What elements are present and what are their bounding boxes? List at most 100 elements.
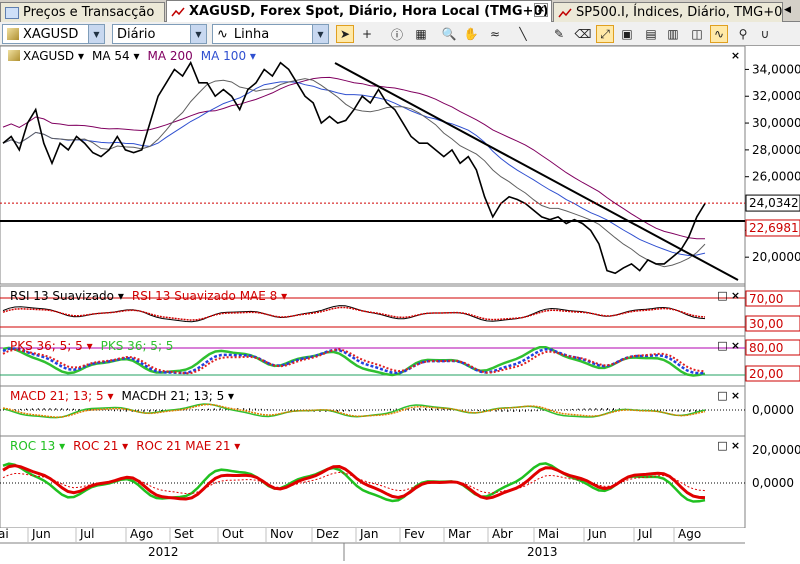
price-tick-label: 26,0000 [752, 170, 800, 184]
legend-ma100-label: MA 100 [200, 49, 247, 63]
table-icon [5, 6, 19, 19]
last-price-box [745, 194, 800, 212]
hline-price-box [745, 219, 800, 237]
legend-rsi-mae[interactable]: RSI 13 Suavizado MAE 8 ▾ [131, 289, 288, 303]
trendline [334, 62, 739, 281]
month-label: Abr [492, 527, 513, 541]
legend-pks-2-label: PKS 36; 5; 5 [100, 339, 174, 353]
minimize-panel-icon[interactable]: □ [717, 389, 728, 402]
pks-legend: PKS 36; 5; 5 ▾ PKS 36; 5; 5 [10, 339, 173, 353]
legend-rsi-label: RSI 13 Suavizado [10, 289, 115, 303]
legend-roc21[interactable]: ROC 21 ▾ [73, 439, 129, 453]
pks-80-label: 80,00 [749, 341, 783, 355]
chart-style-value: Linha [233, 26, 270, 42]
tab-bar: Preços e Transacção XAGUSD, Forex Spot, … [0, 0, 800, 22]
legend-pks-2[interactable]: PKS 36; 5; 5 [101, 339, 174, 353]
wave-tool-icon[interactable]: ≈ [489, 27, 501, 41]
tab-xagusd-chart[interactable]: XAGUSD, Forex Spot, Diário, Hora Local (… [166, 0, 552, 22]
chevron-down-icon: ▼ [88, 25, 104, 43]
magnet-tool-icon[interactable]: ∪ [760, 27, 770, 41]
chart-icon [171, 6, 185, 18]
month-label: Jun [587, 527, 607, 541]
month-label: Jul [79, 527, 94, 541]
eraser-tool-icon[interactable]: ⌫ [574, 27, 592, 41]
indicator-tool-icon[interactable]: ∿ [710, 25, 728, 43]
hand-tool-icon[interactable]: ✋ [463, 27, 479, 41]
month-label: Mar [448, 527, 471, 541]
arrows-tool-icon[interactable]: ⤢ [596, 25, 614, 43]
trendline-tool-icon[interactable]: ╲ [519, 27, 527, 41]
roc-0-label: 0,0000 [752, 476, 794, 490]
month-label: Ago [130, 527, 153, 541]
line-style-icon: ∿ [217, 26, 228, 42]
price-tick-label: 30,0000 [752, 116, 800, 130]
legend-macdh[interactable]: MACDH 21; 13; 5 ▾ [121, 389, 235, 403]
month-label: Jan [359, 527, 379, 541]
alert-tool-icon[interactable]: ⚲ [738, 27, 748, 41]
legend-macdh-label: MACDH 21; 13; 5 [121, 389, 225, 403]
legend-macd[interactable]: MACD 21; 13; 5 ▾ [10, 389, 114, 403]
legend-roc-mae[interactable]: ROC 21 MAE 21 ▾ [136, 439, 241, 453]
data-view-icon[interactable]: ▥ [667, 27, 679, 41]
legend-roc-mae-label: ROC 21 MAE 21 [136, 439, 231, 453]
pointer-tool-icon[interactable]: ➤ [336, 25, 354, 43]
rsi-30-box [745, 315, 800, 332]
legend-ma100[interactable]: MA 100 ▾ [200, 49, 256, 63]
rsi-legend: RSI 13 Suavizado ▾ RSI 13 Suavizado MAE … [10, 289, 287, 303]
month-label: Mai [538, 527, 559, 541]
month-label: Nov [270, 527, 293, 541]
price-line [2, 60, 706, 275]
grid-tool-icon[interactable]: ▦ [415, 27, 427, 41]
close-panel-icon[interactable]: × [730, 49, 741, 62]
pks-blue-line [2, 347, 706, 375]
legend-ma54[interactable]: MA 54 ▾ [92, 49, 140, 63]
minimize-panel-icon[interactable]: □ [717, 339, 728, 352]
legend-macd-label: MACD 21; 13; 5 [10, 389, 104, 403]
main-legend: XAGUSD ▾ MA 54 ▾ MA 200 MA 100 ▾ [8, 49, 256, 63]
crosshair-tool-icon[interactable]: + [361, 27, 373, 41]
year-label: 2013 [527, 545, 558, 559]
tab-scroll-left-icon[interactable]: ◀ [784, 5, 791, 15]
close-panel-icon[interactable]: × [730, 389, 741, 402]
symbol-selector[interactable]: XAGUSD ▼ [2, 24, 105, 44]
legend-symbol[interactable]: XAGUSD ▾ [8, 49, 84, 63]
brush-tool-icon[interactable]: ✎ [553, 27, 565, 41]
minimize-panel-icon[interactable]: □ [717, 289, 728, 302]
legend-roc13[interactable]: ROC 13 ▾ [10, 439, 66, 453]
legend-roc13-label: ROC 13 [10, 439, 56, 453]
close-tab-icon[interactable]: × [534, 3, 548, 17]
layers-tool-icon[interactable]: ◫ [691, 27, 703, 41]
chart-style-selector[interactable]: ∿ Linha ▼ [212, 24, 329, 44]
table-view-icon[interactable]: ▤ [645, 27, 657, 41]
interval-selector[interactable]: Diário ▼ [112, 24, 207, 44]
minimize-panel-icon[interactable]: □ [717, 439, 728, 452]
legend-pks[interactable]: PKS 36; 5; 5 ▾ [10, 339, 93, 353]
month-label: Set [174, 527, 194, 541]
zoom-tool-icon[interactable]: 🔍 [441, 27, 457, 41]
tab-label: XAGUSD, Forex Spot, Diário, Hora Local (… [189, 4, 549, 19]
symbol-value: XAGUSD [23, 26, 79, 42]
close-panel-icon[interactable]: × [730, 339, 741, 352]
chart-area[interactable]: 34,000032,000030,000028,000026,000022,00… [0, 45, 800, 561]
chevron-down-icon: ▼ [190, 25, 206, 43]
month-label: Jun [31, 527, 51, 541]
symbol-icon [8, 50, 20, 61]
close-panel-icon[interactable]: × [730, 289, 741, 302]
pks-red-line [2, 348, 706, 375]
close-panel-icon[interactable]: × [730, 439, 741, 452]
month-label: Out [222, 527, 244, 541]
image-tool-icon[interactable]: ▣ [621, 27, 633, 41]
month-label: Fev [404, 527, 425, 541]
macd-line [2, 403, 706, 419]
tab-label: Preços e Transacção [23, 5, 155, 20]
legend-rsi[interactable]: RSI 13 Suavizado ▾ [10, 289, 124, 303]
pks-80-box [745, 339, 800, 356]
chart-icon [558, 7, 572, 19]
tab-prices-transactions[interactable]: Preços e Transacção [0, 2, 165, 22]
legend-ma200[interactable]: MA 200 [148, 49, 193, 63]
chart-svg: 34,000032,000030,000028,000026,000022,00… [0, 45, 800, 561]
chevron-down-icon: ▼ [312, 25, 328, 43]
tab-sp500-chart[interactable]: SP500.I, Índices, Diário, TMG+0 [553, 2, 783, 22]
info-tool-icon[interactable]: ⓘ [390, 27, 403, 42]
tab-label: SP500.I, Índices, Diário, TMG+0 [576, 5, 783, 20]
